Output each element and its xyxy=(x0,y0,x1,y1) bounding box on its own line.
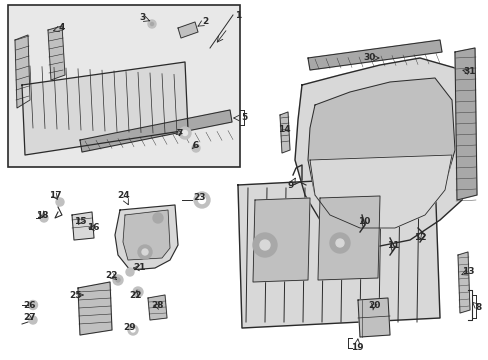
Circle shape xyxy=(260,240,269,250)
Circle shape xyxy=(131,328,135,332)
Circle shape xyxy=(40,214,48,222)
Polygon shape xyxy=(178,22,198,38)
Text: 6: 6 xyxy=(192,140,199,149)
Text: 19: 19 xyxy=(350,342,363,351)
Circle shape xyxy=(142,249,148,255)
Polygon shape xyxy=(280,112,289,153)
Text: 4: 4 xyxy=(59,23,65,32)
Polygon shape xyxy=(22,62,187,155)
Bar xyxy=(8,5,240,167)
Text: 1: 1 xyxy=(234,10,241,19)
Circle shape xyxy=(138,245,152,259)
Text: 29: 29 xyxy=(123,324,136,333)
Polygon shape xyxy=(454,48,476,200)
Text: 15: 15 xyxy=(74,217,86,226)
Text: 9: 9 xyxy=(287,181,294,190)
Polygon shape xyxy=(78,282,112,335)
Polygon shape xyxy=(294,58,469,248)
Circle shape xyxy=(136,290,140,294)
Circle shape xyxy=(335,239,343,247)
Text: 25: 25 xyxy=(70,291,82,300)
Text: 22: 22 xyxy=(105,271,118,280)
Polygon shape xyxy=(48,26,65,80)
Polygon shape xyxy=(148,295,167,320)
Polygon shape xyxy=(357,298,389,337)
Text: 16: 16 xyxy=(86,224,99,233)
Text: 26: 26 xyxy=(24,301,36,310)
Circle shape xyxy=(148,20,156,28)
Circle shape xyxy=(128,325,138,335)
Polygon shape xyxy=(457,252,469,313)
Circle shape xyxy=(28,301,38,310)
Polygon shape xyxy=(317,196,379,280)
Text: 13: 13 xyxy=(461,267,473,276)
Polygon shape xyxy=(309,155,451,228)
Polygon shape xyxy=(252,198,309,282)
Text: 27: 27 xyxy=(23,314,36,323)
Polygon shape xyxy=(72,212,94,240)
Text: 12: 12 xyxy=(413,233,426,242)
Text: 28: 28 xyxy=(150,302,163,310)
Polygon shape xyxy=(80,110,231,152)
Circle shape xyxy=(179,127,191,139)
Text: 10: 10 xyxy=(357,217,369,226)
Text: 23: 23 xyxy=(193,194,206,202)
Circle shape xyxy=(56,198,64,206)
Text: 8: 8 xyxy=(475,303,481,312)
Text: 2: 2 xyxy=(202,18,208,27)
Text: 22: 22 xyxy=(129,291,142,300)
Text: 24: 24 xyxy=(118,192,130,201)
Circle shape xyxy=(153,213,163,223)
Polygon shape xyxy=(307,40,441,70)
Circle shape xyxy=(329,233,349,253)
Circle shape xyxy=(198,197,205,203)
Circle shape xyxy=(126,268,134,276)
Text: 18: 18 xyxy=(36,211,48,220)
Text: 5: 5 xyxy=(241,113,246,122)
Text: 31: 31 xyxy=(463,68,475,77)
Polygon shape xyxy=(238,175,439,328)
Text: 11: 11 xyxy=(386,242,398,251)
Circle shape xyxy=(192,144,200,152)
Text: 7: 7 xyxy=(177,129,183,138)
Circle shape xyxy=(133,287,142,297)
Polygon shape xyxy=(115,205,178,270)
Circle shape xyxy=(252,233,276,257)
Text: 30: 30 xyxy=(363,54,375,63)
Text: 3: 3 xyxy=(139,13,145,22)
Polygon shape xyxy=(307,78,454,228)
Circle shape xyxy=(29,316,37,324)
Polygon shape xyxy=(123,210,170,260)
Circle shape xyxy=(182,130,187,135)
Text: 21: 21 xyxy=(134,264,146,273)
Circle shape xyxy=(113,275,123,285)
Text: 20: 20 xyxy=(367,301,379,310)
Circle shape xyxy=(116,278,120,282)
Circle shape xyxy=(194,192,209,208)
Circle shape xyxy=(150,22,153,26)
Polygon shape xyxy=(15,35,30,108)
Text: 17: 17 xyxy=(49,192,61,201)
Text: 14: 14 xyxy=(277,126,290,135)
